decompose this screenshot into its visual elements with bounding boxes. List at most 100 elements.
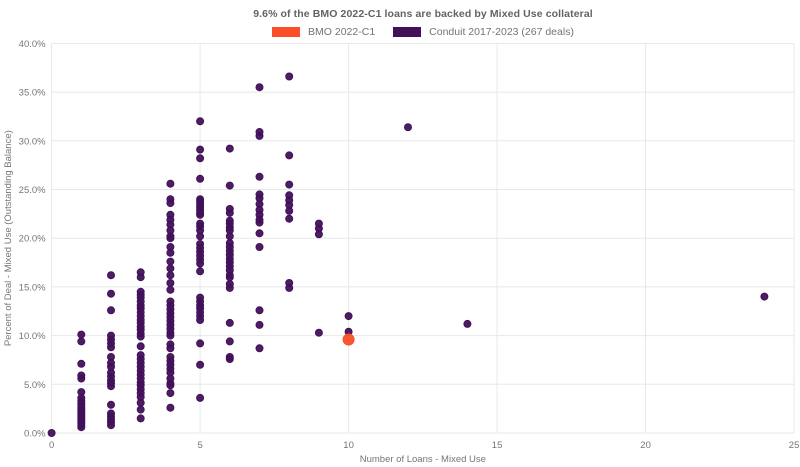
scatter-point[interactable]: [196, 259, 205, 268]
x-tick-label: 0: [49, 440, 54, 451]
scatter-point[interactable]: [255, 172, 264, 181]
scatter-point[interactable]: [136, 405, 145, 414]
scatter-point[interactable]: [166, 285, 175, 294]
scatter-point[interactable]: [166, 199, 175, 208]
scatter-point[interactable]: [196, 267, 205, 276]
scatter-point[interactable]: [166, 279, 175, 287]
scatter-point[interactable]: [255, 344, 264, 353]
scatter-point[interactable]: [196, 174, 205, 183]
scatter-point[interactable]: [225, 181, 234, 190]
scatter-point[interactable]: [166, 234, 175, 243]
x-tick-label: 5: [197, 440, 202, 451]
scatter-point[interactable]: [77, 359, 86, 368]
scatter-point[interactable]: [136, 398, 145, 407]
scatter-point[interactable]: [255, 306, 264, 315]
scatter-point[interactable]: [225, 283, 234, 292]
scatter-point[interactable]: [404, 123, 412, 132]
scatter-point[interactable]: [225, 232, 234, 241]
x-tick-label: 10: [343, 440, 354, 451]
scatter-point[interactable]: [196, 210, 205, 219]
scatter-point[interactable]: [166, 403, 175, 412]
scatter-point[interactable]: [225, 273, 234, 282]
scatter-point[interactable]: [166, 331, 175, 340]
y-tick-label: 10.0%: [19, 331, 46, 342]
scatter-point[interactable]: [107, 343, 115, 352]
legend-label-bmo: BMO 2022-C1: [308, 26, 376, 38]
scatter-point[interactable]: [136, 342, 145, 351]
scatter-point[interactable]: [136, 273, 145, 282]
scatter-point[interactable]: [196, 393, 205, 402]
scatter-point[interactable]: [196, 316, 205, 324]
legend-swatch-bmo-icon: [272, 27, 301, 37]
scatter-point[interactable]: [107, 271, 115, 280]
y-axis-title: Percent of Deal - Mixed Use (Outstanding…: [3, 130, 14, 346]
scatter-point[interactable]: [255, 243, 264, 251]
scatter-point[interactable]: [255, 218, 264, 227]
scatter-point[interactable]: [107, 306, 115, 315]
scatter-point[interactable]: [285, 214, 294, 223]
legend-item-conduit[interactable]: Conduit 2017-2023 (267 deals): [393, 26, 574, 38]
y-tick-label: 35.0%: [19, 88, 46, 99]
scatter-point[interactable]: [344, 312, 353, 321]
scatter-point[interactable]: [285, 72, 294, 81]
scatter-point[interactable]: [166, 248, 175, 257]
scatter-point[interactable]: [166, 389, 175, 398]
scatter-point[interactable]: [196, 360, 205, 369]
scatter-point[interactable]: [136, 332, 145, 341]
y-tick-label: 40.0%: [19, 39, 46, 50]
chart-title: 9.6% of the BMO 2022-C1 loans are backed…: [253, 8, 593, 20]
scatter-point[interactable]: [166, 179, 175, 188]
scatter-point[interactable]: [314, 230, 323, 239]
scatter-point[interactable]: [77, 337, 86, 346]
scatter-point[interactable]: [285, 151, 294, 160]
scatter-point[interactable]: [136, 414, 145, 423]
scatter-point[interactable]: [166, 381, 175, 390]
scatter-point[interactable]: [166, 264, 175, 273]
scatter-point[interactable]: [285, 283, 294, 292]
scatter-point[interactable]: [107, 400, 115, 409]
scatter-point[interactable]: [255, 229, 264, 238]
scatter-point[interactable]: [107, 421, 115, 430]
scatter-point[interactable]: [196, 154, 205, 163]
y-tick-label: 0.0%: [24, 429, 46, 440]
scatter-point[interactable]: [314, 328, 323, 337]
legend-label-conduit: Conduit 2017-2023 (267 deals): [429, 26, 574, 38]
scatter-point[interactable]: [77, 330, 86, 339]
scatter-point[interactable]: [285, 180, 294, 189]
scatter-point[interactable]: [255, 320, 264, 329]
scatter-point[interactable]: [225, 318, 234, 327]
scatter-point[interactable]: [196, 117, 205, 126]
scatter-point[interactable]: [463, 319, 472, 328]
legend-swatch-conduit-icon: [393, 27, 422, 37]
scatter-point[interactable]: [342, 333, 355, 346]
y-tick-label: 30.0%: [19, 136, 46, 147]
chart-legend: BMO 2022-C1 Conduit 2017-2023 (267 deals…: [52, 26, 794, 38]
scatter-point[interactable]: [225, 355, 234, 363]
x-tick-label: 15: [492, 440, 503, 451]
scatter-point[interactable]: [166, 257, 175, 266]
scatter-point[interactable]: [196, 339, 205, 348]
scatter-point[interactable]: [255, 83, 264, 92]
scatter-point[interactable]: [760, 292, 769, 301]
scatter-point[interactable]: [107, 289, 115, 298]
x-tick-label: 25: [789, 440, 800, 451]
x-axis-title: Number of Loans - Mixed Use: [360, 454, 486, 465]
scatter-point[interactable]: [107, 382, 115, 391]
scatter-point[interactable]: [285, 206, 294, 215]
scatter-point[interactable]: [77, 423, 86, 432]
y-tick-label: 25.0%: [19, 185, 46, 196]
x-tick-label: 20: [640, 440, 651, 451]
scatter-point[interactable]: [77, 374, 86, 383]
scatter-point[interactable]: [196, 145, 205, 154]
scatter-point[interactable]: [225, 144, 234, 153]
scatter-point[interactable]: [47, 429, 56, 437]
scatter-point[interactable]: [225, 208, 234, 217]
scatter-point[interactable]: [225, 337, 234, 346]
scatter-point[interactable]: [166, 271, 175, 280]
scatter-point[interactable]: [255, 131, 264, 140]
y-tick-label: 20.0%: [19, 234, 46, 245]
y-tick-label: 5.0%: [24, 380, 46, 391]
legend-item-bmo[interactable]: BMO 2022-C1: [272, 26, 375, 38]
scatter-point[interactable]: [196, 232, 205, 241]
scatter-point[interactable]: [166, 344, 175, 353]
